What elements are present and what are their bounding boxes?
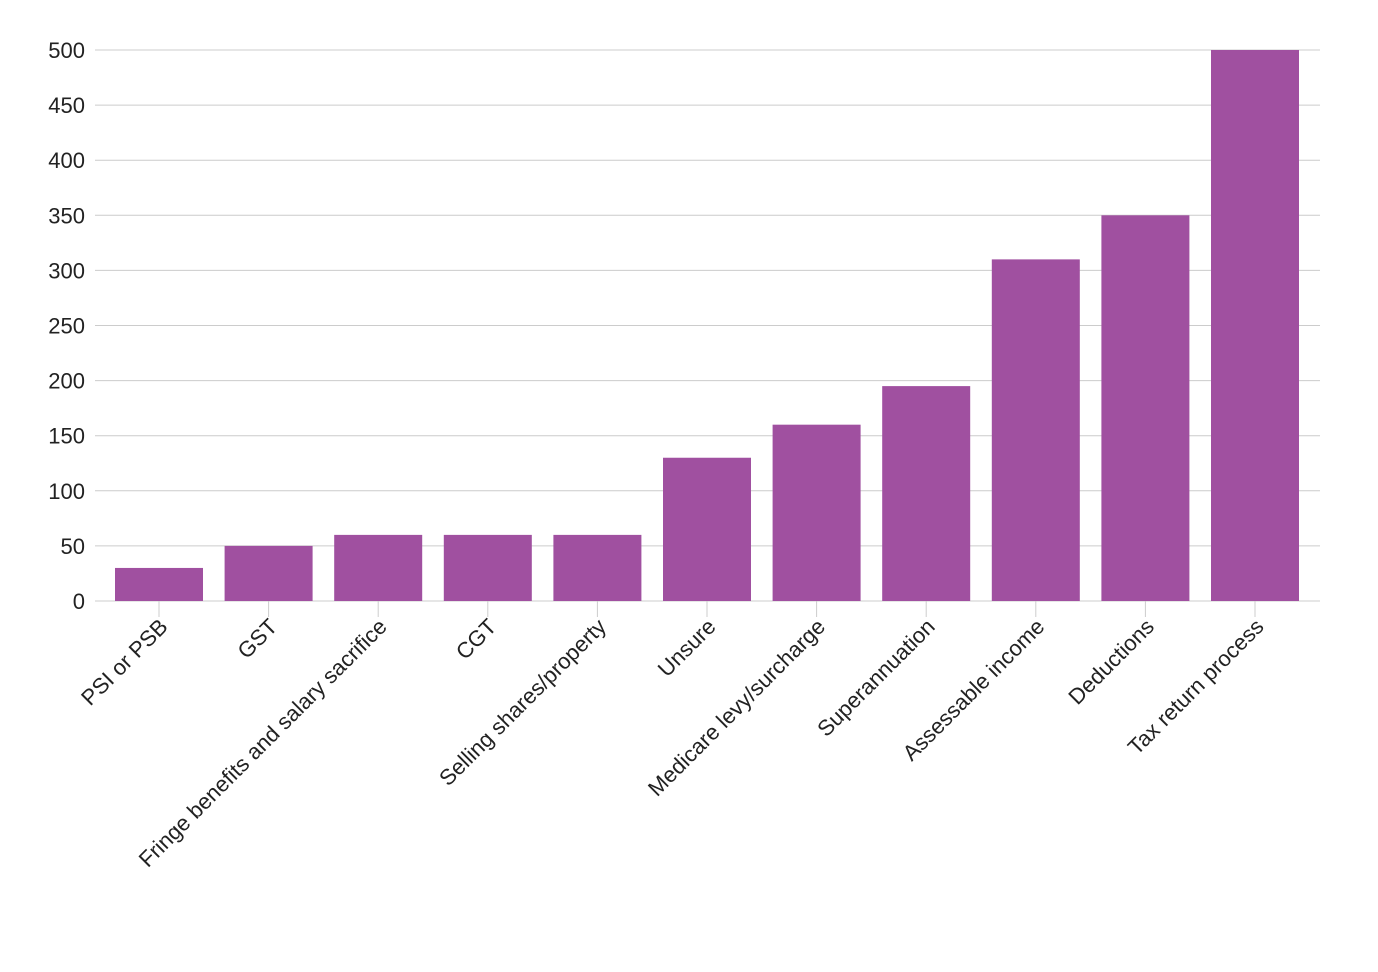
y-tick-label: 350 xyxy=(48,203,85,228)
y-tick-label: 300 xyxy=(48,258,85,283)
bar xyxy=(772,424,861,601)
bar xyxy=(1211,50,1299,601)
bar xyxy=(334,534,423,601)
y-tick-label: 50 xyxy=(61,534,85,559)
bar xyxy=(553,534,642,601)
bar xyxy=(443,534,532,601)
bar xyxy=(115,567,203,601)
bar xyxy=(1101,215,1190,602)
x-tick-label: PSI or PSB xyxy=(76,614,172,710)
x-tick-label: GST xyxy=(232,614,282,664)
x-tick-label: Superannuation xyxy=(812,614,940,742)
y-tick-label: 200 xyxy=(48,369,85,394)
x-tick-label: Medicare levy/surcharge xyxy=(643,614,830,801)
y-tick-label: 400 xyxy=(48,148,85,173)
x-tick-label: Unsure xyxy=(653,614,721,682)
bar xyxy=(224,545,313,601)
y-tick-label: 450 xyxy=(48,93,85,118)
bar xyxy=(663,457,751,601)
bar xyxy=(882,386,971,601)
x-tick-label: Deductions xyxy=(1063,614,1159,710)
x-tick-label: CGT xyxy=(451,614,502,665)
bar xyxy=(991,259,1080,601)
x-tick-label: Fringe benefits and salary sacrifice xyxy=(134,614,392,872)
y-tick-label: 500 xyxy=(48,38,85,63)
y-tick-label: 150 xyxy=(48,424,85,449)
y-tick-label: 100 xyxy=(48,479,85,504)
y-tick-label: 0 xyxy=(73,589,85,614)
y-tick-label: 250 xyxy=(48,314,85,339)
